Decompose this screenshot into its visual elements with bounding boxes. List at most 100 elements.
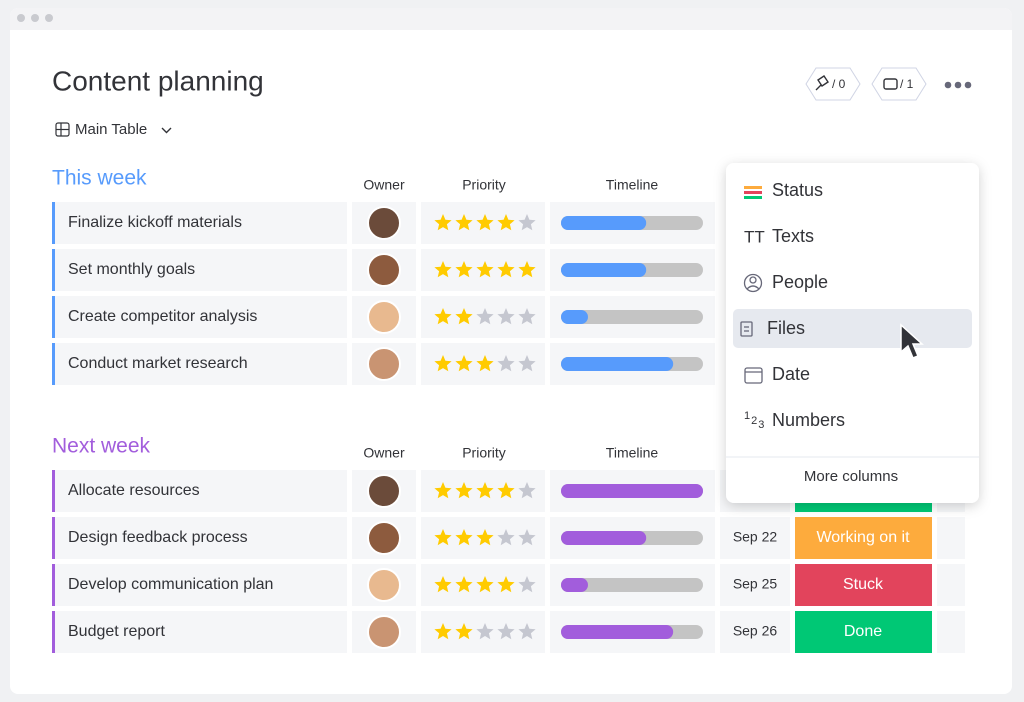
- column-header: Timeline: [606, 445, 659, 461]
- rating: [434, 529, 536, 546]
- status-label: Stuck: [843, 576, 884, 593]
- task-name[interactable]: Finalize kickoff materials: [68, 214, 242, 231]
- star: [476, 214, 494, 231]
- more-menu[interactable]: [944, 81, 972, 89]
- status-label: Done: [844, 623, 882, 640]
- board-table: This week Owner Priority Timeline Finalize k…: [52, 167, 965, 653]
- task-cell: [52, 296, 347, 338]
- badge[interactable]: [805, 67, 861, 101]
- star: [476, 355, 494, 372]
- menu-item[interactable]: Numbers: [772, 410, 845, 430]
- task-name[interactable]: Conduct market research: [68, 355, 248, 372]
- status-cell[interactable]: [795, 611, 932, 653]
- group-marker: [52, 296, 55, 338]
- date: Sep 22: [733, 529, 778, 545]
- status-label: Working on it: [816, 529, 910, 546]
- rating: [434, 482, 536, 499]
- more-columns[interactable]: More columns: [804, 468, 898, 485]
- star: [455, 623, 473, 640]
- task-name[interactable]: Set monthly goals: [68, 261, 195, 278]
- group-marker: [52, 343, 55, 385]
- texts-icon: TT: [744, 227, 765, 246]
- task-name[interactable]: Create competitor analysis: [68, 308, 257, 325]
- star: [497, 214, 515, 231]
- star: [518, 308, 536, 325]
- rating: [434, 355, 536, 372]
- timeline-fill: [561, 216, 647, 230]
- group-marker: [52, 470, 55, 512]
- window-dot: [17, 14, 25, 22]
- avatar: [367, 253, 401, 287]
- star: [476, 261, 494, 278]
- star: [455, 355, 473, 372]
- star: [434, 308, 452, 325]
- avatar: [367, 615, 401, 649]
- task-name[interactable]: Develop communication plan: [68, 576, 273, 593]
- star: [455, 482, 473, 499]
- star: [497, 355, 515, 372]
- menu-item[interactable]: Files: [767, 318, 805, 338]
- star: [434, 355, 452, 372]
- avatar: [367, 474, 401, 508]
- timeline-fill: [561, 263, 647, 277]
- badge-count: / 0: [832, 77, 846, 91]
- date: Sep 25: [733, 576, 778, 592]
- view-selector[interactable]: Main Table: [75, 121, 147, 138]
- cursor: [900, 323, 924, 359]
- numbers-icon: 123: [744, 410, 764, 431]
- star: [434, 482, 452, 499]
- board-title: Content planning: [52, 65, 264, 96]
- star: [476, 623, 494, 640]
- task-cell: [52, 517, 347, 559]
- status-cell[interactable]: [795, 517, 932, 559]
- table-icon: [55, 122, 70, 137]
- timeline-fill: [561, 484, 703, 498]
- star: [518, 529, 536, 546]
- date-icon: [744, 367, 763, 384]
- people-icon: [743, 273, 763, 293]
- star: [434, 214, 452, 231]
- extra-cell: [937, 564, 965, 606]
- column-menu: TT 123 Status Texts People Files Date Numbers…: [726, 163, 979, 503]
- menu-item[interactable]: Texts: [772, 226, 814, 246]
- star: [434, 261, 452, 278]
- group-marker: [52, 249, 55, 291]
- menu-item[interactable]: Date: [772, 364, 810, 384]
- star: [518, 261, 536, 278]
- task-name[interactable]: Allocate resources: [68, 482, 200, 499]
- group-marker: [52, 202, 55, 244]
- avatar: [367, 300, 401, 334]
- star: [518, 214, 536, 231]
- star: [434, 576, 452, 593]
- avatar: [367, 347, 401, 381]
- star: [476, 529, 494, 546]
- task-name[interactable]: Design feedback process: [68, 529, 248, 546]
- star: [518, 623, 536, 640]
- star: [476, 482, 494, 499]
- task-name[interactable]: Budget report: [68, 623, 166, 640]
- timeline-fill: [561, 357, 674, 371]
- rating: [434, 214, 536, 231]
- chevron: [161, 127, 172, 134]
- date: Sep 26: [733, 623, 778, 639]
- star: [518, 355, 536, 372]
- timeline-track: [561, 578, 703, 592]
- column-header: Priority: [462, 445, 506, 461]
- timeline-fill: [561, 578, 588, 592]
- status-cell[interactable]: [795, 564, 932, 606]
- task-cell: [52, 611, 347, 653]
- star: [476, 576, 494, 593]
- star: [455, 214, 473, 231]
- rating: [434, 576, 536, 593]
- star: [518, 576, 536, 593]
- star: [497, 576, 515, 593]
- badge[interactable]: [871, 67, 927, 101]
- star: [455, 261, 473, 278]
- column-header: Timeline: [606, 177, 659, 193]
- menu-item[interactable]: People: [772, 272, 828, 292]
- badge-icon: [815, 75, 829, 91]
- star: [455, 529, 473, 546]
- menu-item[interactable]: Status: [772, 180, 823, 200]
- title-bar: [10, 8, 1012, 30]
